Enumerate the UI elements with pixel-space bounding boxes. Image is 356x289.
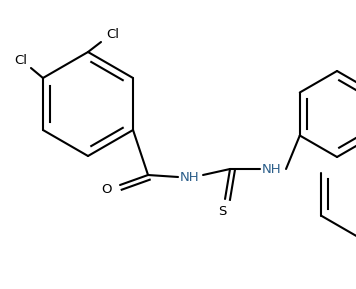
Text: O: O [101,182,111,195]
Text: Cl: Cl [106,27,120,40]
Text: NH: NH [262,162,282,175]
Text: S: S [218,205,226,218]
Text: NH: NH [180,171,200,184]
Text: Cl: Cl [15,53,27,66]
